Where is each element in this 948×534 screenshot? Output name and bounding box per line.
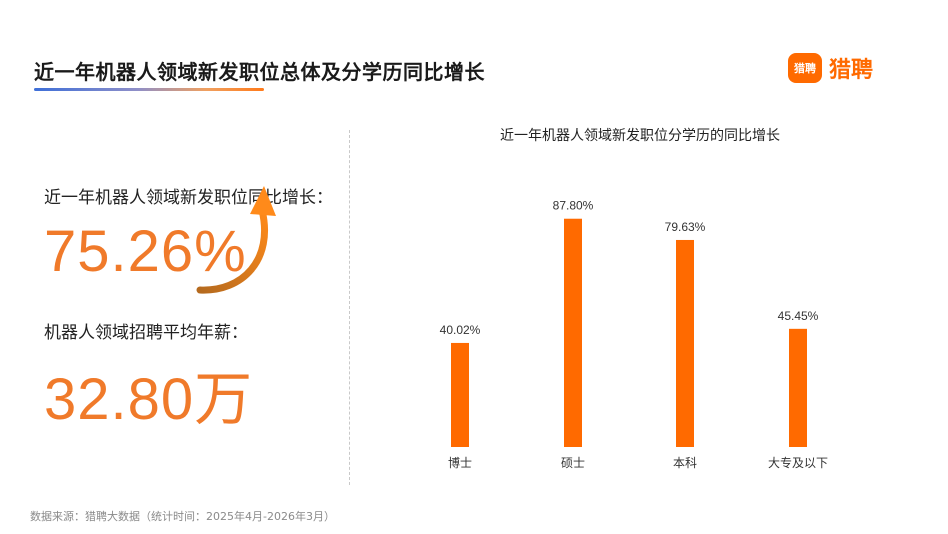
bar-3 xyxy=(676,239,694,447)
salary-label: 机器人领域招聘平均年薪： xyxy=(44,323,248,343)
x-tick-label-1: 博士 xyxy=(448,455,472,470)
source-note: 数据来源：猎聘大数据（统计时间：2025年4月-2026年3月） xyxy=(30,510,335,523)
x-tick-label-4: 大专及以下 xyxy=(768,455,828,470)
growth-label: 近一年机器人领域新发职位同比增长： xyxy=(44,188,333,208)
page-title: 近一年机器人领域新发职位总体及分学历同比增长 xyxy=(34,60,485,84)
data-label-1: 40.02% xyxy=(440,323,481,337)
x-tick-label-3: 本科 xyxy=(673,456,697,470)
title-underline xyxy=(34,88,264,91)
bar-1 xyxy=(451,342,469,447)
x-tick-label-2: 硕士 xyxy=(561,456,585,470)
bar-chart: 40.02% 博士 87.80% 硕士 79.63% 本科 45.45% 大专及以下 xyxy=(440,199,828,470)
brand-name: 猎聘 xyxy=(829,58,874,83)
data-label-4: 45.45% xyxy=(778,309,819,323)
data-label-2: 87.80% xyxy=(553,199,594,213)
bar-2 xyxy=(564,218,582,447)
liepin-logo-icon: 猎聘 xyxy=(788,53,822,83)
growth-value: 75.26% xyxy=(44,219,247,284)
chart-title: 近一年机器人领域新发职位分学历的同比增长 xyxy=(500,128,780,144)
brand-logo: 猎聘 猎聘 xyxy=(788,52,873,84)
data-label-3: 79.63% xyxy=(665,220,706,234)
section-divider xyxy=(349,130,350,485)
curved-arrow-icon xyxy=(196,186,276,294)
salary-value: 32.80万 xyxy=(44,367,254,432)
bar-4 xyxy=(789,328,807,447)
